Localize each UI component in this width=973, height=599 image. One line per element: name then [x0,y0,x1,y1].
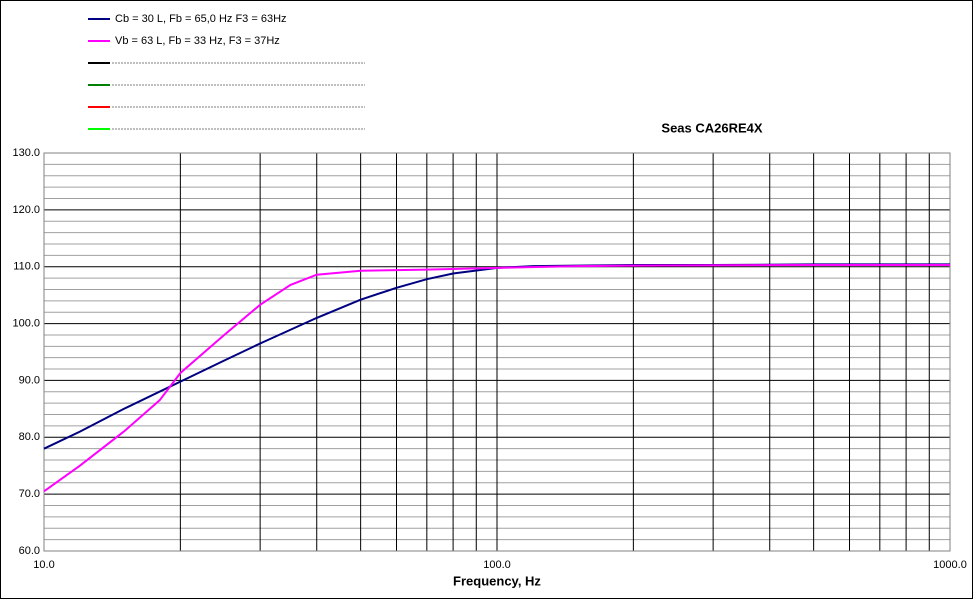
y-tick-label: 80.0 [19,431,40,443]
plot-border [43,152,951,552]
chart-title: Seas CA26RE4X [661,120,762,135]
x-axis-label: Frequency, Hz [453,573,541,588]
y-tick-label: 90.0 [19,374,40,386]
x-tick-label: 10.0 [33,559,54,571]
x-tick-label: 1000.0 [933,559,967,571]
legend-placeholders [88,62,365,130]
y-tick-label: 60.0 [19,545,40,557]
y-tick-label: 130.0 [12,147,40,159]
y-tick-label: 70.0 [19,488,40,500]
x-tick-label: 100.0 [483,559,511,571]
series-line [43,264,950,493]
y-tick-label: 100.0 [12,317,40,329]
y-tick-label: 110.0 [13,261,40,273]
legend-label: Cb = 30 L, Fb = 65,0 Hz F3 = 63Hz [115,13,287,25]
legend-label: Vb = 63 L, Fb = 33 Hz, F3 = 37Hz [115,35,280,47]
y-tick-label: 120.0 [12,204,40,216]
